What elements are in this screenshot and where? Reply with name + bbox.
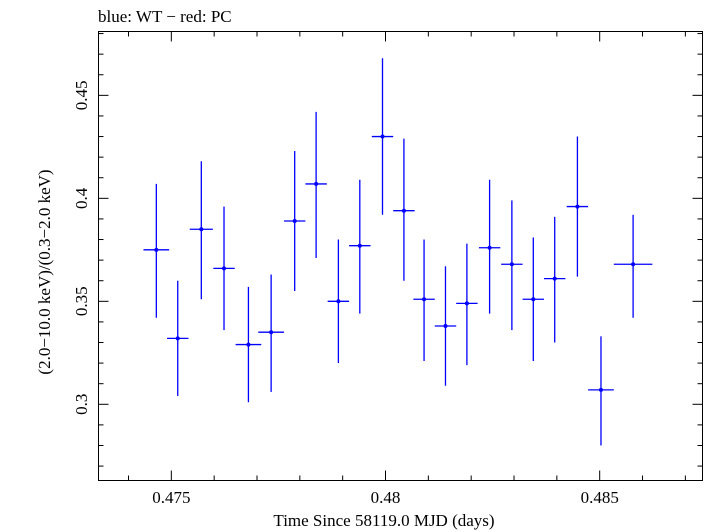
y-tick-label: 0.4	[72, 187, 91, 209]
data-marker	[598, 387, 603, 392]
data-point	[522, 237, 545, 362]
chart-title: blue: WT − red: PC	[98, 7, 232, 26]
data-point	[588, 336, 614, 446]
data-marker	[314, 181, 319, 186]
data-point	[189, 161, 213, 300]
data-point	[235, 286, 262, 403]
y-axis-label: (2.0−10.0 keV)/(0.3−2.0 keV)	[35, 169, 54, 374]
data-point	[167, 280, 189, 397]
data-marker	[222, 266, 227, 271]
data-marker	[269, 330, 274, 335]
data-marker	[552, 276, 557, 281]
x-axis-label: Time Since 58119.0 MJD (days)	[273, 511, 494, 530]
data-point	[434, 266, 457, 386]
data-point	[143, 183, 170, 318]
data-point	[258, 274, 284, 392]
data-marker	[380, 134, 385, 139]
data-point	[501, 200, 523, 331]
data-point	[283, 150, 306, 292]
data-point	[566, 136, 589, 277]
plot-frame	[98, 31, 703, 481]
data-point	[371, 58, 394, 215]
data-point	[413, 239, 435, 362]
y-tick-label: 0.35	[72, 286, 91, 316]
data-point	[327, 239, 350, 364]
data-marker	[631, 262, 636, 267]
data-points	[143, 58, 653, 446]
data-marker	[154, 247, 159, 252]
data-point	[478, 179, 501, 314]
data-marker	[401, 208, 406, 213]
data-marker	[575, 204, 580, 209]
data-marker	[246, 342, 251, 347]
data-point	[213, 206, 235, 331]
y-tick-label: 0.3	[72, 394, 91, 415]
data-marker	[422, 297, 427, 302]
data-marker	[509, 262, 514, 267]
data-marker	[336, 299, 341, 304]
data-marker	[464, 301, 469, 306]
data-point	[613, 214, 653, 318]
x-tick-label: 0.48	[371, 488, 401, 507]
data-marker	[357, 243, 362, 248]
data-marker	[175, 336, 180, 341]
x-ticks: 0.475 0.48 0.485	[127, 31, 686, 507]
y-ticks: 0.3 0.35 0.4 0.45	[72, 33, 703, 467]
data-point	[393, 138, 415, 281]
x-tick-label: 0.485	[581, 488, 619, 507]
x-tick-label: 0.475	[152, 488, 190, 507]
data-marker	[443, 324, 448, 329]
data-marker	[292, 218, 297, 223]
data-point	[305, 111, 327, 259]
data-point	[544, 216, 566, 343]
y-tick-label: 0.45	[72, 80, 91, 110]
data-marker	[531, 297, 536, 302]
data-marker	[199, 227, 204, 232]
data-point	[456, 243, 478, 366]
data-marker	[487, 245, 492, 250]
data-point	[349, 179, 371, 314]
